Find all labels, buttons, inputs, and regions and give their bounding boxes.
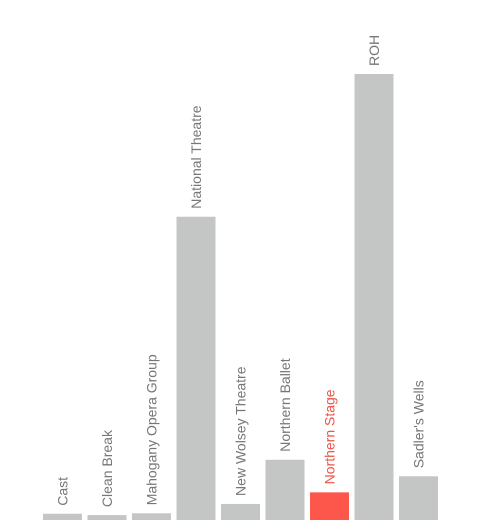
bar-new-wolsey-theatre: [221, 503, 260, 520]
bar-label-cast: Cast: [55, 477, 71, 506]
bar-clean-break: [87, 515, 127, 520]
bar-label-clean-break: Clean Break: [99, 429, 115, 507]
bar-label-roh: ROH: [366, 35, 382, 66]
bar-northern-stage: [310, 492, 349, 520]
bar-mahogany-opera-group: [132, 513, 171, 520]
bar-label-northern-ballet: Northern Ballet: [277, 358, 293, 451]
bar-label-northern-stage: Northern Stage: [322, 389, 338, 484]
bar-northern-ballet: [265, 459, 305, 520]
bar-label-national-theatre: National Theatre: [188, 105, 204, 208]
bar-sadler-s-wells: [399, 476, 438, 520]
labels-group: Cast Clean Break Mahogany Opera Group Natio…: [55, 35, 427, 507]
bars-group: [43, 74, 438, 520]
bar-label-mahogany-opera-group: Mahogany Opera Group: [144, 354, 160, 505]
bar-label-new-wolsey-theatre: New Wolsey Theatre: [233, 366, 249, 496]
bar-label-sadler-s-wells: Sadler's Wells: [411, 380, 427, 468]
bar-national-theatre: [176, 216, 216, 520]
bar-cast: [43, 513, 82, 520]
bar-roh: [354, 74, 394, 520]
